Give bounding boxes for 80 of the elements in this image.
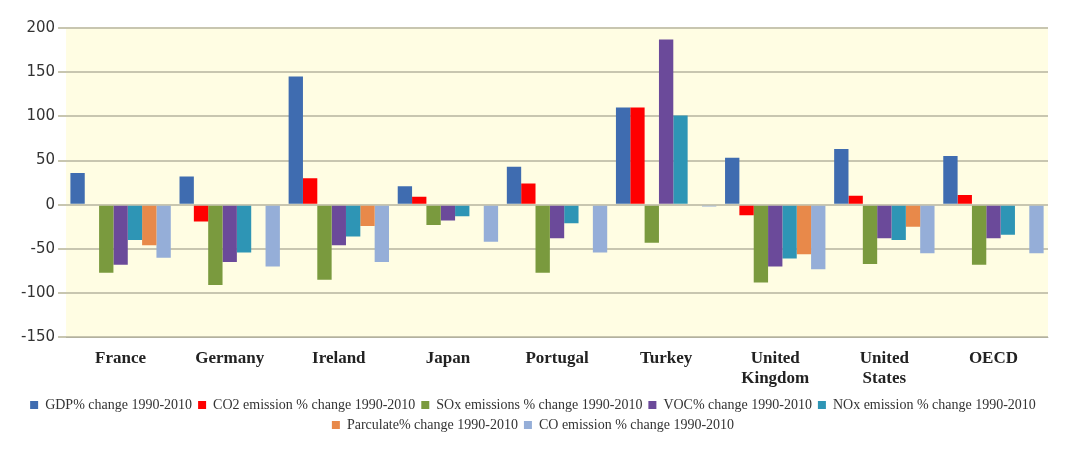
bar (374, 205, 389, 263)
y-tick-label: 0 (45, 194, 56, 213)
bar (658, 39, 674, 204)
bar (302, 178, 318, 204)
bar (142, 205, 157, 246)
y-tick-label: 200 (26, 17, 56, 36)
bar (630, 107, 645, 204)
bar (331, 205, 346, 246)
bar (753, 205, 769, 283)
bar (236, 205, 252, 253)
legend-label: CO2 emission % change 1990-2010 (213, 396, 416, 412)
bar (127, 205, 143, 241)
legend-label: GDP% change 1990-2010 (45, 396, 193, 412)
legend-label: CO emission % change 1990-2010 (538, 416, 735, 432)
bar (360, 205, 375, 226)
y-tick-label: -50 (30, 238, 56, 257)
bar (99, 205, 114, 273)
bar (440, 205, 456, 221)
bar (564, 205, 579, 224)
bar (412, 196, 427, 204)
bar (455, 205, 470, 217)
x-tick-label: Portugal (525, 347, 589, 367)
x-tick-label: France (95, 347, 147, 367)
bar (943, 156, 958, 204)
x-tick-label: United Kingdom (741, 347, 810, 388)
bar (848, 195, 863, 204)
bar (768, 205, 783, 267)
legend-label: VOC% change 1990-2010 (663, 396, 812, 412)
legend-label: Parculate% change 1990-2010 (346, 416, 518, 432)
bar (905, 205, 921, 227)
bar (535, 205, 550, 273)
y-tick-label: 100 (26, 106, 56, 125)
bar (179, 176, 194, 204)
x-tick-label: Japan (425, 347, 471, 367)
bar (615, 107, 631, 204)
y-tick-label: 50 (35, 150, 56, 169)
bar (862, 205, 878, 264)
bar (644, 205, 659, 243)
bar (483, 205, 499, 242)
y-tick-label: 150 (26, 62, 56, 81)
bar (1029, 205, 1044, 254)
bar (739, 205, 754, 216)
bar (397, 186, 413, 204)
bar (811, 205, 826, 270)
bar (782, 205, 797, 259)
bar (193, 205, 209, 222)
bar (877, 205, 892, 239)
bar (673, 115, 688, 204)
bar (506, 166, 522, 204)
bar (70, 172, 85, 204)
bar (725, 157, 740, 204)
y-tick-label: -100 (21, 282, 56, 301)
x-tick-label: Ireland (312, 347, 367, 367)
bar (208, 205, 223, 286)
bar (834, 149, 849, 204)
x-tick-label: Turkey (639, 347, 693, 367)
bar (265, 205, 280, 267)
bar (317, 205, 332, 280)
y-tick-label: -150 (21, 327, 56, 346)
bar (957, 194, 972, 204)
bar (345, 205, 361, 237)
bar (592, 205, 608, 253)
bar (426, 205, 441, 226)
legend-label: SOx emissions % change 1990-2010 (436, 396, 643, 412)
bar (521, 183, 536, 204)
bar (288, 76, 303, 204)
bar (113, 205, 128, 265)
bar (549, 205, 565, 239)
bar (1000, 205, 1015, 235)
x-tick-label: Germany (195, 347, 265, 367)
bar (156, 205, 171, 258)
bar (986, 205, 1001, 239)
bar (971, 205, 987, 265)
x-tick-label: OECD (968, 347, 1019, 367)
bar (222, 205, 237, 263)
bar (891, 205, 906, 241)
bar (796, 205, 812, 255)
legend-label: NOx emission % change 1990-2010 (832, 396, 1036, 412)
bar (920, 205, 935, 254)
x-tick-label: United States (859, 347, 910, 388)
